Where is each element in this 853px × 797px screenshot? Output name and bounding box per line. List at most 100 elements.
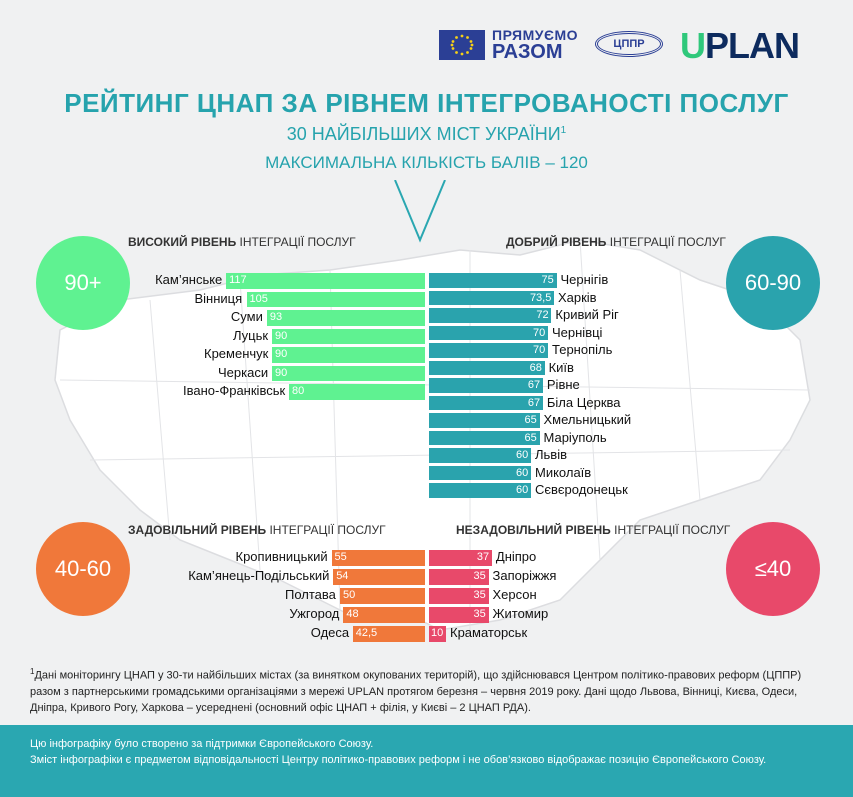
bar-category-label: Кам’янець-Подільський	[188, 568, 330, 583]
bar-good	[429, 360, 545, 375]
partner-logo-text: РАЗОМ	[492, 41, 563, 63]
level-heading-rest: ІНТЕГРАЦІЇ ПОСЛУГ	[606, 235, 726, 249]
level-heading-rest: ІНТЕГРАЦІЇ ПОСЛУГ	[266, 523, 386, 537]
bar-value-label: 72	[536, 309, 549, 321]
bar-value-label: 105	[249, 292, 268, 305]
bar-category-label: Київ	[548, 359, 574, 375]
bar-high	[266, 310, 425, 326]
bar-value-label: 10	[431, 627, 444, 639]
bar-value-label: 90	[275, 366, 288, 379]
bar-value-label: 68	[529, 361, 542, 374]
bar-category-label: Одеса	[310, 625, 350, 640]
bar-category-label: Тернопіль	[552, 342, 613, 357]
bar-unsatisfactory	[429, 550, 492, 566]
bar-value-label: 48	[346, 608, 359, 620]
bar-good	[429, 273, 557, 288]
bar-category-label: Миколаїв	[535, 464, 592, 480]
level-heading-bold: ДОБРИЙ РІВЕНЬ	[506, 235, 607, 249]
bar-satisfactory	[352, 626, 425, 642]
bar-good	[429, 378, 543, 393]
footnote-text: Дані моніторингу ЦНАП у 30-ти найбільших…	[30, 669, 802, 714]
level-heading-satisfactory: ЗАДОВІЛЬНИЙ РІВЕНЬ ІНТЕГРАЦІЇ ПОСЛУГ	[128, 523, 386, 537]
bar-high	[226, 273, 425, 289]
disclaimer-line-1: Цю інфографіку було створено за підтримк…	[30, 738, 374, 750]
bar-good	[429, 325, 548, 340]
bar-good	[429, 413, 540, 428]
range-circle-good: 60-90	[726, 236, 820, 330]
bar-value-label: 50	[343, 589, 356, 601]
bar-category-label: Хмельницький	[543, 412, 632, 427]
subtitle-max-points: МАКСИМАЛЬНА КІЛЬКІСТЬ БАЛІВ – 120	[265, 153, 588, 172]
bar-category-label: Кам’янське	[155, 272, 223, 287]
bar-category-label: Чернігів	[560, 272, 609, 287]
bar-category-label: Кропивницький	[235, 549, 328, 564]
bar-value-label: 80	[292, 385, 305, 397]
bar-unsatisfactory	[429, 626, 446, 642]
bar-category-label: Краматорськ	[450, 625, 528, 640]
bar-good	[429, 448, 531, 463]
bar-high	[289, 384, 425, 400]
bar-high	[272, 347, 425, 363]
bar-good	[429, 395, 543, 410]
bar-category-label: Полтава	[285, 587, 336, 602]
bar-unsatisfactory	[429, 607, 489, 623]
uplan-logo-rest: PLAN	[705, 25, 800, 66]
ukraine-map	[0, 179, 853, 725]
bar-category-label: Ужгород	[289, 606, 340, 621]
bar-value-label: 37	[476, 551, 490, 563]
partner-logo-text: ПРЯМУЄМО	[492, 27, 578, 43]
eu-flag-icon	[439, 30, 485, 60]
footnote-mark: 1	[560, 125, 567, 136]
bar-value-label: 65	[524, 414, 537, 426]
bar-category-label: Рівне	[546, 377, 580, 392]
bar-category-label: Черкаси	[218, 364, 269, 380]
bar-category-label: Біла Церква	[546, 394, 621, 410]
bar-good	[429, 290, 554, 305]
level-heading-unsatisfactory: НЕЗАДОВІЛЬНИЙ РІВЕНЬ ІНТЕГРАЦІЇ ПОСЛУГ	[456, 523, 730, 537]
level-heading-good: ДОБРИЙ РІВЕНЬ ІНТЕГРАЦІЇ ПОСЛУГ	[506, 235, 726, 249]
range-circle-high: 90+	[36, 236, 130, 330]
bar-category-label: Маріуполь	[543, 429, 607, 445]
bar-value-label: 90	[275, 348, 288, 360]
bar-value-label: 70	[533, 344, 546, 356]
disclaimer-line-2: Зміст інфографіки є предметом відповідал…	[30, 754, 767, 766]
bar-category-label: Кременчук	[204, 346, 269, 361]
bar-category-label: Херсон	[492, 587, 537, 602]
bar-good	[429, 308, 552, 323]
bar-category-label: Суми	[230, 309, 263, 324]
bar-value-label: 117	[229, 274, 247, 286]
bar-satisfactory	[340, 588, 425, 604]
bar-value-label: 42,5	[355, 627, 378, 639]
bar-category-label: Львів	[535, 447, 568, 462]
level-heading-rest: ІНТЕГРАЦІЇ ПОСЛУГ	[236, 235, 356, 249]
partner-logos: ПРЯМУЄМО РАЗОМ ЦППР UPLAN	[0, 0, 853, 80]
bar-satisfactory	[333, 569, 425, 585]
bar-unsatisfactory	[429, 588, 489, 604]
range-circle-unsatisfactory: ≤40	[726, 522, 820, 616]
level-heading-bold: ВИСОКИЙ РІВЕНЬ	[128, 235, 237, 249]
bar-value-label: 55	[334, 551, 347, 563]
uplan-logo-u: U	[680, 25, 706, 66]
bar-value-label: 60	[516, 449, 529, 461]
bar-category-label: Вінниця	[194, 290, 243, 306]
bar-value-label: 60	[516, 484, 529, 496]
bar-unsatisfactory	[429, 569, 489, 585]
bar-value-label: 67	[527, 396, 541, 409]
level-heading-rest: ІНТЕГРАЦІЇ ПОСЛУГ	[610, 523, 731, 537]
bar-satisfactory	[343, 607, 425, 623]
bar-category-label: Луцьк	[233, 327, 269, 343]
cppr-logo: ЦППР	[595, 31, 663, 57]
bar-value-label: 70	[533, 326, 546, 339]
bar-high	[272, 365, 425, 381]
bar-good	[429, 483, 531, 498]
footnote-mark: 1	[30, 667, 35, 676]
subtitle: 30 НАЙБІЛЬШИХ МІСТ УКРАЇНИ1	[0, 124, 853, 145]
bar-category-label: Харків	[557, 289, 597, 305]
bar-category-label: Кривий Ріг	[555, 307, 619, 322]
range-circle-satisfactory: 40-60	[36, 522, 130, 616]
bar-value-label: 93	[269, 311, 283, 323]
bar-high	[272, 328, 425, 344]
bar-value-label: 35	[473, 608, 486, 620]
bar-category-label: Житомир	[492, 606, 549, 621]
